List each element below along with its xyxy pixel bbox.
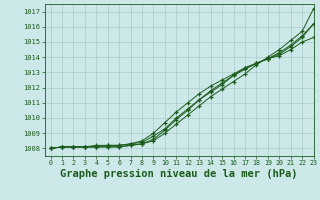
X-axis label: Graphe pression niveau de la mer (hPa): Graphe pression niveau de la mer (hPa) xyxy=(60,169,298,179)
